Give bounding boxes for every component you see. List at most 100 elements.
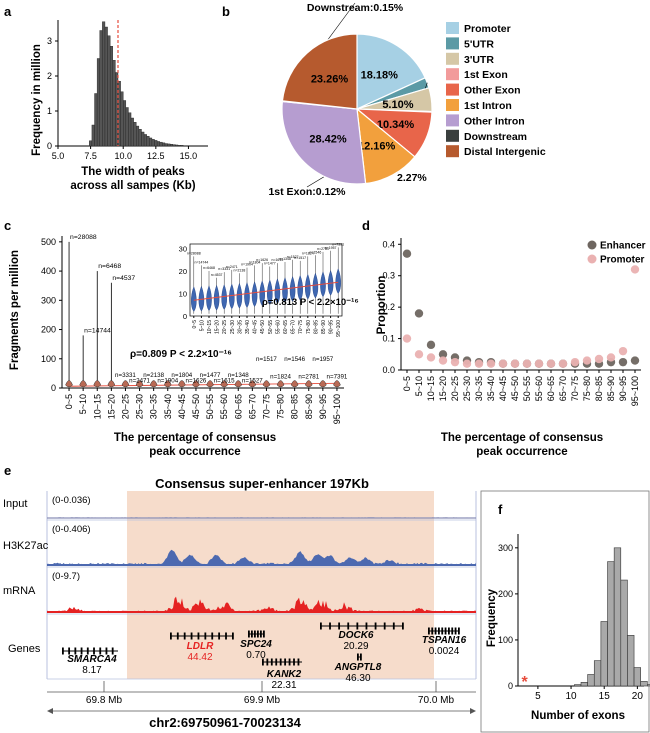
e-gene-exon <box>338 622 341 630</box>
e-gene-exon <box>99 647 102 655</box>
e-gene-exon <box>270 658 273 666</box>
e-gene-exon <box>190 632 193 640</box>
e-gene-exon <box>383 622 386 630</box>
c-xtick-label: 5~10 <box>78 394 88 414</box>
c-inset-n-label: n=1904 <box>241 263 253 267</box>
panel-e: e Consensus super-enhancer 197Kb Input (0… <box>3 463 477 730</box>
d-point-enhancer <box>426 340 436 350</box>
c-inset-ytick-label: 10 <box>179 290 187 299</box>
c-inset-ytick-label: 20 <box>179 267 187 276</box>
e-gene-exon <box>374 622 377 630</box>
c-inset-n-label: n=1477 <box>264 262 276 266</box>
c-violin <box>262 380 271 388</box>
b-legend-label: 5'UTR <box>464 38 494 50</box>
a-ytick-label: 0 <box>47 141 52 151</box>
genomic-region: chr2:69750961-70023134 <box>149 715 302 730</box>
c-n-label: n=1804 <box>171 372 192 379</box>
e-gene-exon <box>62 647 64 655</box>
a-bar <box>167 143 171 147</box>
e-gene-exon <box>86 647 89 655</box>
b-legend-swatch <box>446 68 459 81</box>
c-inset-xtick-label: 80~85 <box>313 320 319 334</box>
b-slice-label: 12.16% <box>358 140 396 152</box>
a-bar <box>156 141 160 147</box>
e-gene-value: 20.29 <box>343 641 368 652</box>
e-gene-name: LDLR <box>187 641 214 652</box>
e-gene-value: 46.30 <box>345 673 370 684</box>
d-point-enhancer <box>414 309 424 318</box>
f-ytick-label: 300 <box>498 543 513 553</box>
d-point-promoter <box>534 359 544 368</box>
e-gene-exon <box>183 632 186 640</box>
d-ytick-label: 0.4 <box>382 239 395 249</box>
e-gene-exon <box>80 647 83 655</box>
e-gene-exon <box>329 622 331 630</box>
track-title: Consensus super-enhancer 197Kb <box>155 476 369 491</box>
c-inset-xtick-label: 5~10 <box>199 320 205 331</box>
c-inset-xtick-label: 0~5 <box>192 320 198 329</box>
c-inset-violin <box>198 285 205 312</box>
c-xtick-label: 70~75 <box>261 394 271 419</box>
e-coord-tick-label: 70.0 Mb <box>418 695 455 706</box>
b-legend-label: 3'UTR <box>464 54 494 66</box>
c-xtick-label: 55~60 <box>219 394 229 419</box>
c-violin <box>135 380 144 388</box>
b-slice-label: 28.42% <box>309 133 347 145</box>
e-gene-exon <box>248 630 250 638</box>
b-legend-label: Distal Intergenic <box>464 146 546 158</box>
a-bar <box>175 144 179 147</box>
c-inset-xtick-label: 60~65 <box>283 320 289 334</box>
d-legend-marker <box>587 240 597 250</box>
e-region-arrowhead-left <box>47 708 53 714</box>
a-bar <box>159 141 163 147</box>
panel-label-a: a <box>4 4 12 19</box>
f-bar <box>640 681 648 687</box>
panel-c: c Fragments per million 0100200300400500… <box>4 218 359 458</box>
c-inset-n-label: n=2471 <box>226 265 238 269</box>
f-bar <box>620 579 628 687</box>
d-xtick-label: 80~85 <box>594 376 604 401</box>
d-point-promoter <box>558 359 568 368</box>
a-bar <box>91 124 95 147</box>
b-legend-swatch <box>446 145 459 158</box>
f-xtick-label: 20 <box>632 691 644 702</box>
e-gene-exon <box>357 653 359 661</box>
d-xtick-label: 55~60 <box>534 376 544 401</box>
c-violin <box>65 380 73 388</box>
a-bar <box>180 145 184 147</box>
d-xtick-label: 10~15 <box>426 376 436 401</box>
c-ytick-label: 400 <box>41 266 56 276</box>
d-xtick-label: 25~30 <box>462 376 472 401</box>
d-point-promoter <box>474 359 484 368</box>
b-slice-label: 1st Exon:0.12% <box>268 186 346 198</box>
d-point-promoter <box>522 359 532 368</box>
c-inset-violin <box>221 284 227 310</box>
c-xtick-label: 85~90 <box>304 394 314 419</box>
c-inset-n-label: n=6468 <box>203 266 215 270</box>
c-xtick-label: 15~20 <box>106 394 116 419</box>
e-gene-value: 8.17 <box>82 665 102 676</box>
d-point-promoter <box>402 334 412 343</box>
d-xtick-label: 20~25 <box>450 376 460 401</box>
e-track-label: H3K27ac <box>3 540 49 552</box>
c-n-label: n=1546 <box>284 356 305 363</box>
b-legend-label: 1st Intron <box>464 100 512 112</box>
c-inset-violin <box>267 279 273 306</box>
c-violin <box>304 380 313 388</box>
e-track-range: (0-0.036) <box>52 495 91 506</box>
c-n-label: n=4537 <box>112 275 135 282</box>
a-ytick-label: 2 <box>47 71 52 81</box>
d-ytick-label: 0.0 <box>382 365 395 375</box>
e-gene-exon <box>293 658 295 666</box>
e-track-label: Input <box>3 498 27 510</box>
b-legend-label: 1st Exon <box>464 69 508 81</box>
f-bar <box>647 684 650 687</box>
a-bar <box>143 134 147 147</box>
c-xtick-label: 60~65 <box>233 394 243 419</box>
e-gene-exon <box>232 632 234 640</box>
panel-c-xlabel: The percentage of consensus <box>114 432 276 444</box>
panel-b-legend: Promoter 5'UTR 3'UTR 1st Exon Other Exon 1st … <box>446 22 546 158</box>
f-asterisk-marker: * <box>522 674 529 691</box>
e-gene-exon <box>356 622 359 630</box>
